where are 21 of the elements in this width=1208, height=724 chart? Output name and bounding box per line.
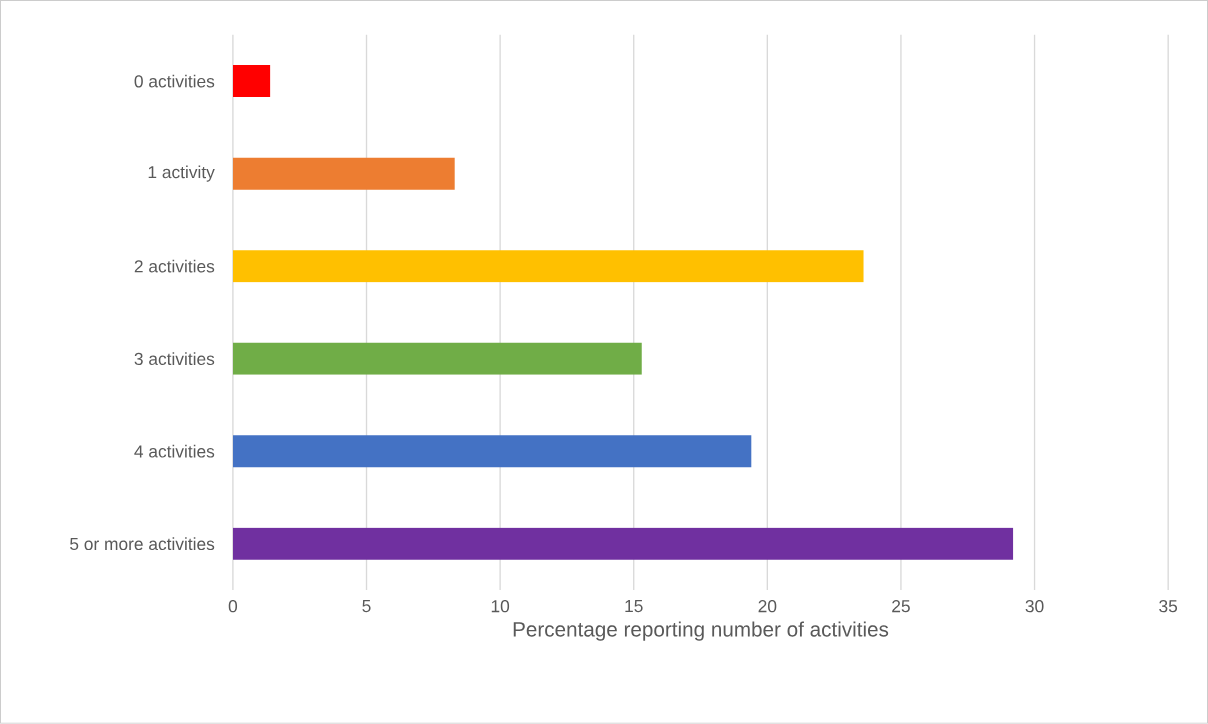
bar	[232, 250, 864, 283]
x-tick-label: 20	[758, 600, 777, 613]
y-tick-label: 1 activity	[148, 165, 215, 182]
x-tick-label: 5	[362, 600, 371, 613]
y-tick-label: 5 or more activities	[70, 537, 215, 551]
bar	[232, 527, 1014, 560]
x-tick-label: 15	[625, 600, 643, 613]
x-tick-label: 30	[1025, 600, 1044, 613]
x-tick-label: 10	[491, 600, 510, 613]
y-tick-label: 3 activities	[134, 352, 215, 366]
x-tick-label: 25	[892, 600, 910, 613]
x-tick-label: 0	[228, 600, 238, 613]
x-axis-title: Percentage reporting number of activities	[513, 621, 889, 641]
bar	[232, 65, 271, 98]
bar	[232, 435, 752, 468]
y-tick-label: 4 activities	[134, 444, 215, 458]
bar	[232, 342, 642, 375]
y-tick-label: 2 activities	[134, 259, 215, 273]
y-tick-label: 0 activities	[134, 74, 215, 88]
x-tick-label: 35	[1159, 600, 1178, 613]
bar	[232, 157, 455, 190]
